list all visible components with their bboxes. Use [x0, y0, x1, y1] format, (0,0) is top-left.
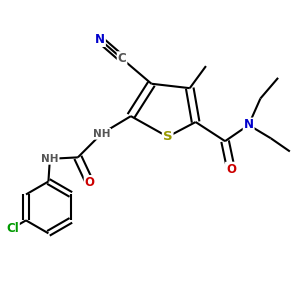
Text: NH: NH: [93, 129, 110, 139]
Text: O: O: [226, 163, 236, 176]
Text: C: C: [118, 52, 126, 65]
Text: S: S: [163, 130, 172, 143]
Text: N: N: [95, 33, 105, 46]
Text: NH: NH: [41, 154, 58, 164]
Text: Cl: Cl: [6, 222, 19, 235]
Text: N: N: [244, 118, 254, 131]
Text: O: O: [85, 176, 94, 189]
